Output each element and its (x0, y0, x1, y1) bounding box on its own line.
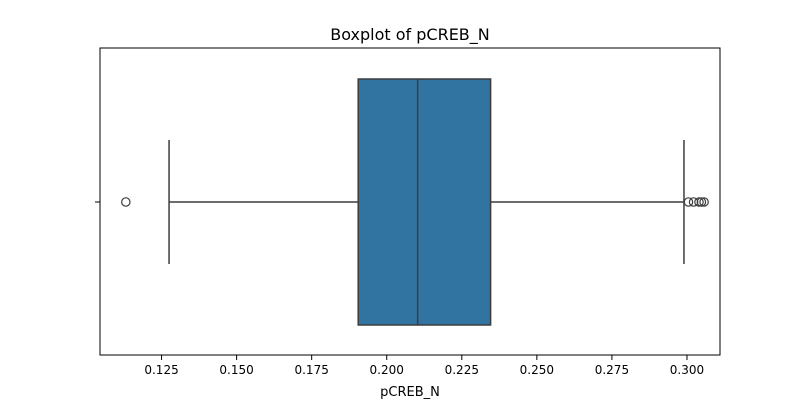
outlier-point (683, 197, 694, 207)
x-tick-label: 0.175 (294, 363, 328, 377)
x-axis-label: pCREB_N (380, 385, 440, 400)
x-tick-label: 0.225 (445, 363, 479, 377)
chart-title: Boxplot of pCREB_N (330, 25, 490, 45)
x-tick-label: 0.275 (595, 363, 629, 377)
x-axis: 0.125 0.150 0.175 0.200 0.225 0.250 0.275 0.300 (144, 355, 704, 377)
outlier-point (121, 197, 131, 207)
outlier-point (694, 197, 704, 207)
x-tick-label: 0.200 (370, 363, 404, 377)
iqr-box (357, 78, 492, 326)
x-tick-label: 0.250 (520, 363, 554, 377)
outlier-point (699, 197, 709, 207)
x-tick-label: 0.300 (670, 363, 704, 377)
x-tick-label: 0.125 (144, 363, 178, 377)
outlier-point (696, 197, 707, 207)
x-tick-label: 0.150 (219, 363, 253, 377)
plot-area (95, 47, 721, 356)
